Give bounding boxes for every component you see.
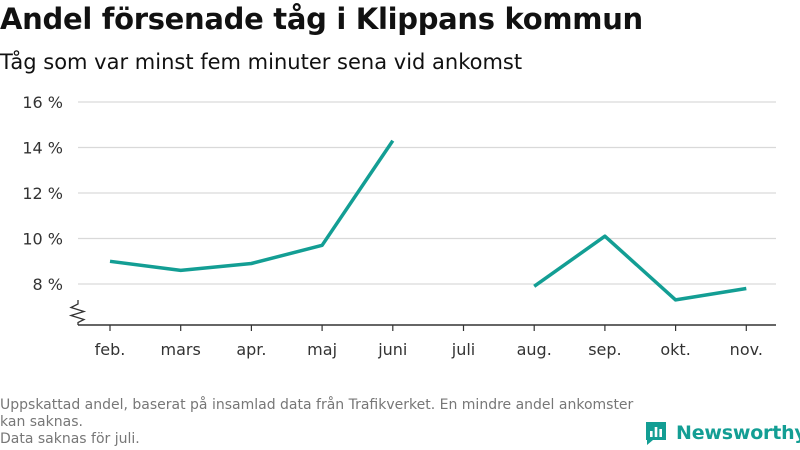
x-tick-label: juni — [377, 340, 407, 359]
y-tick-label: 8 % — [33, 275, 63, 294]
series-lines — [109, 139, 747, 302]
logo-text: Newsworthy — [676, 422, 800, 444]
chart-subtitle: Tåg som var minst fem minuter sena vid a… — [0, 50, 523, 74]
x-tick-label: maj — [307, 340, 337, 359]
y-tick-label: 14 % — [22, 139, 63, 158]
x-tick-label: sep. — [588, 340, 621, 359]
axis-break-zigzag — [68, 300, 87, 325]
x-tick-label: okt. — [660, 340, 690, 359]
y-tick-label: 16 % — [22, 93, 63, 112]
line-chart: 8 % 10 % 12 % 14 % 16 % feb. mars apr. maj juni j… — [22, 93, 776, 359]
y-tick-label: 10 % — [22, 230, 63, 249]
bar-chart-icon — [646, 422, 666, 445]
y-tick-label: 12 % — [22, 184, 63, 203]
chart-title: Andel försenade tåg i Klippans kommun — [0, 2, 643, 36]
x-tick-label: aug. — [517, 340, 552, 359]
x-tick-label: juli — [451, 340, 475, 359]
x-tick-label: mars — [161, 340, 201, 359]
y-axis-ticks: 8 % 10 % 12 % 14 % 16 % — [22, 93, 63, 294]
gridlines — [78, 101, 776, 285]
footnote: Uppskattad andel, baserat på insamlad da… — [0, 397, 640, 448]
series-line-segment — [109, 139, 395, 273]
newsworthy-logo: Newsworthy — [644, 420, 800, 446]
axis-break-symbol — [68, 300, 87, 325]
x-tick-label: apr. — [236, 340, 266, 359]
x-axis-ticks: feb. mars apr. maj juni juli aug. sep. okt. nov. — [95, 325, 763, 359]
footnote-line-1: Uppskattad andel, baserat på insamlad da… — [0, 397, 634, 430]
series-line-segment — [533, 234, 747, 302]
x-tick-label: feb. — [95, 340, 126, 359]
footnote-line-2: Data saknas för juli. — [0, 431, 140, 447]
x-tick-label: nov. — [730, 340, 763, 359]
